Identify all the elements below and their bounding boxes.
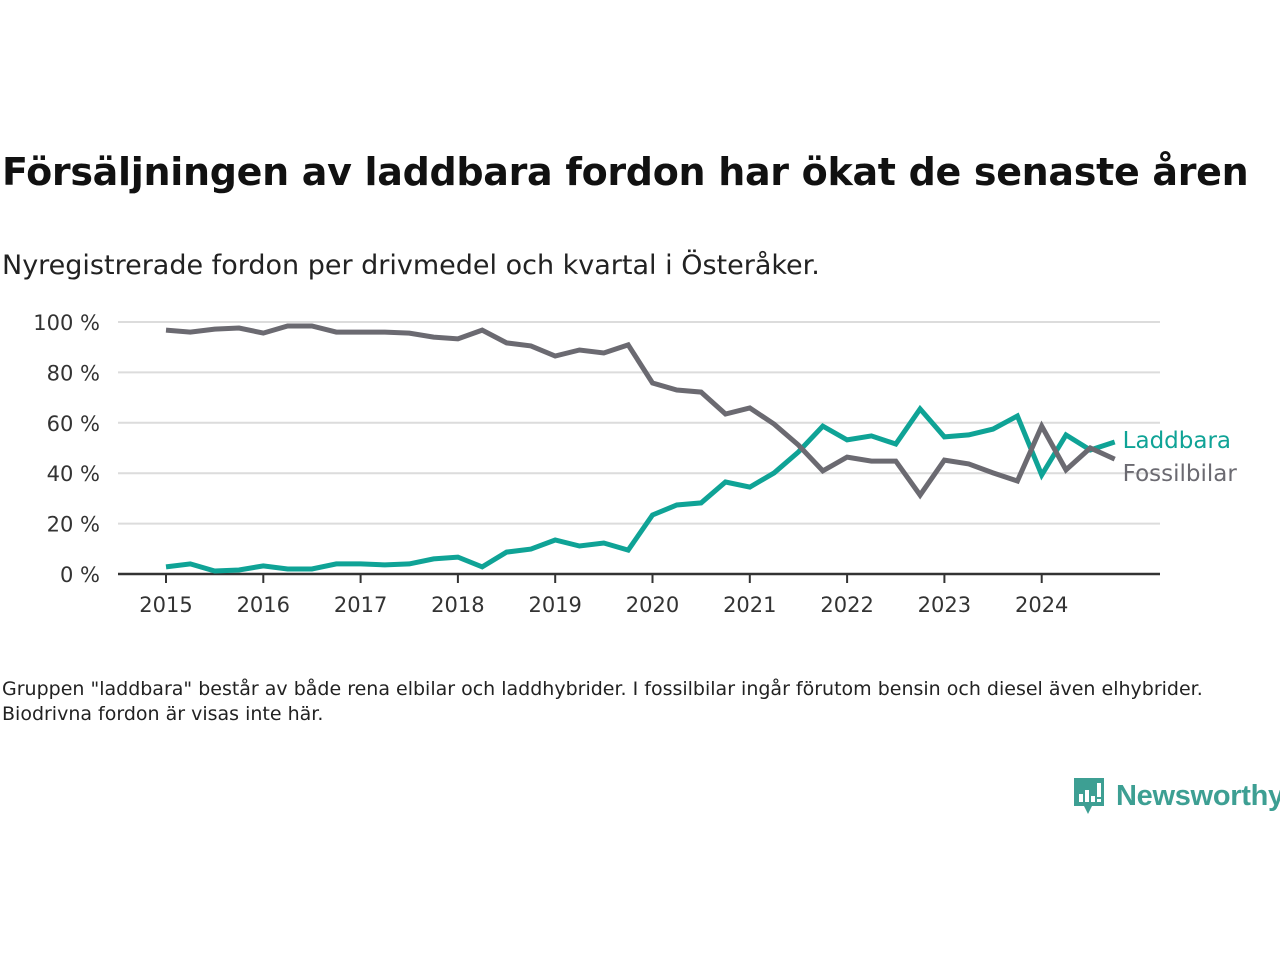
x-tick-label: 2020 xyxy=(626,593,679,617)
bar-chart-speech-bubble-icon xyxy=(1074,778,1104,814)
y-tick-label: 100 % xyxy=(33,311,100,335)
x-tick-label: 2016 xyxy=(237,593,290,617)
gridlines xyxy=(118,321,1160,525)
x-tick-label: 2015 xyxy=(139,593,192,617)
footnote: Gruppen "laddbara" består av både rena e… xyxy=(2,678,1203,725)
y-tick-label: 80 % xyxy=(47,361,100,385)
y-tick-label: 20 % xyxy=(47,513,100,537)
x-tick-label: 2018 xyxy=(431,593,484,617)
series-label-fossilbilar: Fossilbilar xyxy=(1123,461,1238,487)
y-tick-label: 60 % xyxy=(47,412,100,436)
series-line-fossilbilar xyxy=(165,323,1116,500)
x-tick-label: 2023 xyxy=(918,593,971,617)
y-tick-label: 40 % xyxy=(47,462,100,486)
line-chart: 0 %20 %40 %60 %80 %100 % 2015 2016 2017 201… xyxy=(33,311,1238,617)
y-tick-label: 0 % xyxy=(60,563,100,587)
y-axis-ticks: 0 % 20 % 40 % 60 % 80 % 100 % xyxy=(33,311,100,587)
x-tick-label: 2021 xyxy=(723,593,776,617)
x-tick-label: 2022 xyxy=(820,593,873,617)
series-lines xyxy=(165,323,1116,574)
chart-subtitle: Nyregistrerade fordon per drivmedel och … xyxy=(2,250,820,281)
series-labels: Laddbara Fossilbilar xyxy=(1123,428,1238,487)
series-line-laddbara xyxy=(165,404,1116,574)
x-axis: 2015 2016 2017 2018 2019 2020 2021 2022 2023 2024 xyxy=(118,572,1160,617)
brand-name: Newsworthy xyxy=(1116,779,1280,812)
chart-title: Försäljningen av laddbara fordon har öka… xyxy=(2,150,1249,194)
x-tick-label: 2017 xyxy=(334,593,387,617)
x-tick-label: 2024 xyxy=(1015,593,1068,617)
newsworthy-logo: Newsworthy xyxy=(1072,776,1280,816)
series-label-laddbara: Laddbara xyxy=(1123,428,1231,454)
x-tick-label: 2019 xyxy=(528,593,581,617)
